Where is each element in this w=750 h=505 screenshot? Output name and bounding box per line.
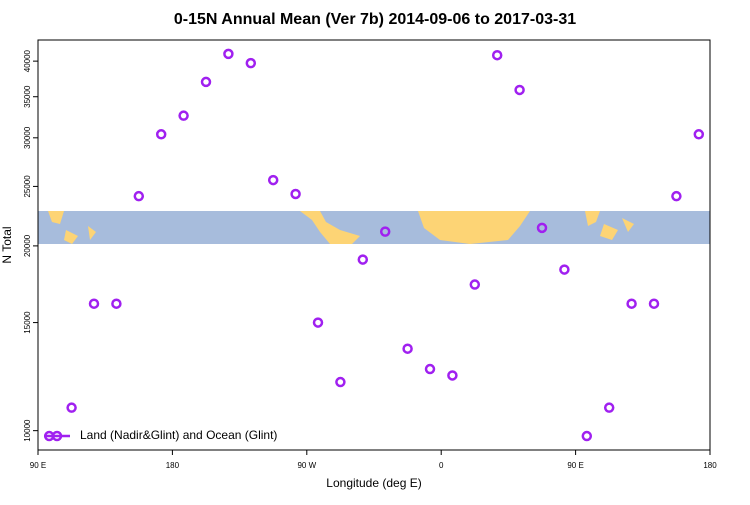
- point: [245, 57, 257, 69]
- y-axis-label: N Total: [0, 226, 14, 263]
- point: [290, 188, 301, 200]
- legend-marker: [51, 430, 63, 442]
- chart-title: 0-15N Annual Mean (Ver 7b) 2014-09-06 to…: [174, 11, 576, 28]
- y-tick-label: 35000: [23, 85, 32, 108]
- point: [559, 264, 570, 275]
- point: [379, 226, 391, 237]
- point: [581, 430, 593, 442]
- x-tick-label: 90 W: [297, 461, 316, 470]
- point: [357, 254, 369, 265]
- point: [447, 370, 458, 381]
- point: [626, 298, 637, 309]
- y-tick-label: 15000: [23, 311, 32, 334]
- x-tick-label: 0: [439, 461, 444, 470]
- point: [469, 279, 481, 290]
- y-tick-label: 10000: [23, 419, 32, 442]
- point: [88, 298, 100, 309]
- x-tick-label: 90 E: [567, 461, 583, 470]
- x-tick-label: 180: [166, 461, 180, 470]
- point: [603, 402, 615, 413]
- point: [671, 190, 682, 202]
- point: [178, 110, 189, 121]
- map-band: [38, 211, 710, 244]
- plot-frame: [37, 39, 711, 451]
- y-tick-label: 20000: [23, 234, 32, 257]
- point: [66, 402, 77, 413]
- point: [491, 49, 503, 61]
- x-axis-label: Longitude (deg E): [326, 476, 421, 490]
- point: [402, 343, 413, 354]
- y-tick-label: 25000: [23, 175, 32, 198]
- point: [312, 317, 324, 328]
- point: [424, 363, 436, 375]
- point: [223, 48, 234, 60]
- x-tick-label: 90 E: [30, 461, 46, 470]
- x-tick-label: 180: [703, 461, 717, 470]
- point: [133, 190, 145, 202]
- point: [267, 174, 279, 186]
- point: [648, 298, 660, 309]
- point: [155, 129, 167, 140]
- point: [335, 376, 346, 388]
- point: [514, 84, 525, 96]
- point: [693, 129, 705, 140]
- y-tick-label: 40000: [23, 49, 32, 72]
- point: [536, 222, 548, 234]
- point: [111, 298, 122, 309]
- legend-label: Land (Nadir&Glint) and Ocean (Glint): [80, 428, 277, 442]
- y-tick-label: 30000: [23, 126, 32, 149]
- point: [200, 76, 212, 88]
